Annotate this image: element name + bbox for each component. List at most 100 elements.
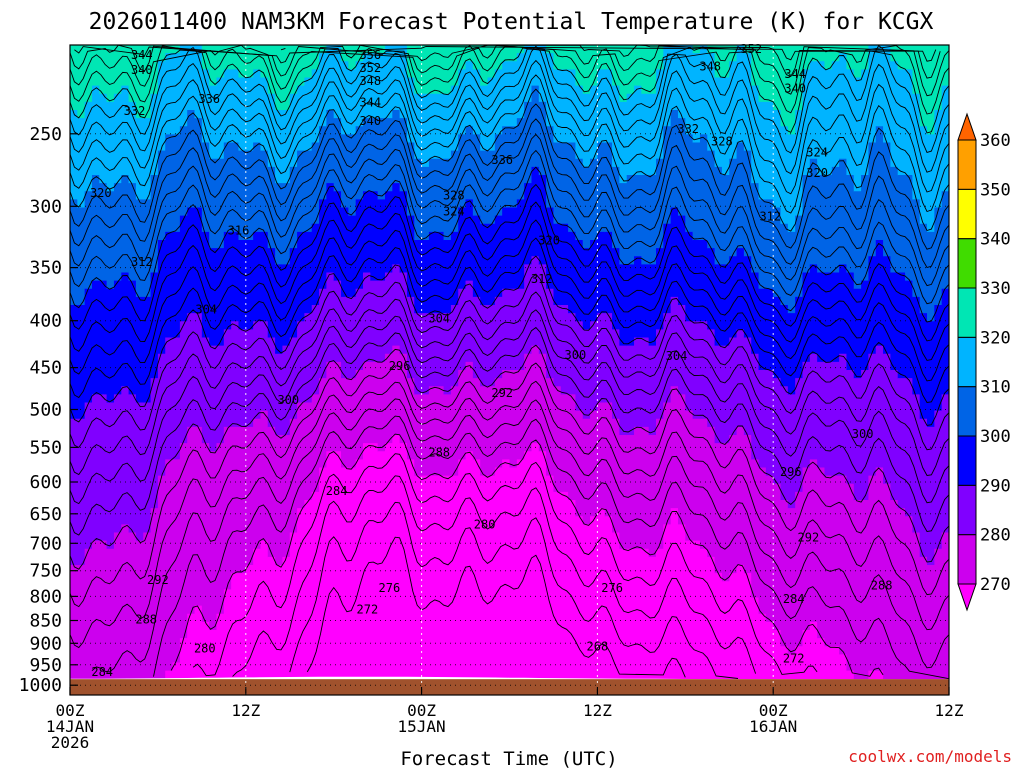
field-cell bbox=[267, 500, 276, 509]
field-cell bbox=[487, 321, 496, 330]
field-cell bbox=[414, 410, 423, 420]
field-cell bbox=[341, 670, 349, 680]
field-cell bbox=[253, 402, 262, 412]
field-cell bbox=[70, 240, 78, 249]
field-cell bbox=[157, 53, 166, 62]
field-cell bbox=[187, 370, 196, 379]
field-cell bbox=[253, 491, 262, 501]
field-cell bbox=[231, 223, 240, 233]
field-cell bbox=[77, 69, 86, 79]
field-cell bbox=[333, 597, 342, 607]
field-cell bbox=[253, 500, 262, 509]
field-cell bbox=[113, 110, 122, 119]
field-cell bbox=[106, 183, 115, 192]
field-cell bbox=[231, 166, 240, 176]
field-cell bbox=[333, 670, 342, 680]
field-cell bbox=[370, 548, 379, 558]
field-cell bbox=[399, 207, 408, 217]
field-cell bbox=[443, 361, 452, 371]
field-cell bbox=[121, 491, 130, 501]
field-cell bbox=[187, 313, 196, 322]
field-cell bbox=[267, 199, 276, 209]
field-cell bbox=[363, 410, 371, 420]
field-cell bbox=[509, 158, 518, 168]
field-cell bbox=[172, 402, 181, 412]
field-cell bbox=[311, 231, 320, 241]
field-cell bbox=[260, 150, 269, 160]
field-cell bbox=[384, 573, 393, 582]
field-cell bbox=[465, 556, 474, 566]
field-cell bbox=[333, 467, 342, 477]
field-cell bbox=[377, 280, 386, 290]
field-cell bbox=[355, 345, 364, 355]
field-cell bbox=[91, 93, 100, 103]
field-cell bbox=[121, 581, 130, 590]
field-cell bbox=[326, 410, 335, 420]
field-cell bbox=[399, 621, 408, 631]
field-cell bbox=[172, 207, 181, 217]
field-cell bbox=[363, 280, 371, 290]
field-cell bbox=[289, 443, 298, 452]
field-cell bbox=[348, 296, 357, 306]
field-cell bbox=[436, 150, 445, 160]
field-cell bbox=[150, 540, 159, 550]
field-cell bbox=[480, 183, 489, 192]
field-cell bbox=[414, 621, 423, 631]
field-cell bbox=[304, 45, 313, 54]
field-cell bbox=[245, 77, 254, 87]
field-cell bbox=[502, 272, 511, 282]
field-cell bbox=[377, 337, 386, 347]
field-cell bbox=[282, 483, 291, 493]
field-cell bbox=[77, 215, 86, 225]
field-cell bbox=[414, 638, 423, 647]
field-cell bbox=[355, 329, 364, 339]
field-cell bbox=[421, 264, 430, 274]
field-cell bbox=[502, 500, 511, 509]
field-cell bbox=[297, 61, 305, 70]
field-cell bbox=[494, 459, 503, 469]
field-cell bbox=[414, 61, 423, 70]
field-cell bbox=[165, 288, 174, 298]
field-cell bbox=[297, 597, 305, 607]
field-cell bbox=[399, 134, 408, 144]
field-cell bbox=[70, 565, 78, 574]
field-cell bbox=[245, 548, 254, 558]
field-cell bbox=[275, 361, 284, 371]
field-cell bbox=[172, 305, 181, 314]
field-cell bbox=[494, 256, 503, 265]
field-cell bbox=[128, 662, 137, 672]
field-cell bbox=[157, 93, 166, 103]
field-cell bbox=[516, 662, 525, 672]
field-cell bbox=[487, 581, 496, 590]
field-cell bbox=[106, 305, 115, 314]
field-cell bbox=[165, 524, 174, 534]
field-cell bbox=[450, 175, 459, 184]
field-cell bbox=[260, 53, 269, 62]
field-cell bbox=[157, 134, 166, 144]
field-cell bbox=[157, 418, 166, 428]
field-cell bbox=[135, 435, 144, 444]
field-cell bbox=[289, 110, 298, 119]
field-cell bbox=[216, 61, 225, 70]
field-cell bbox=[502, 654, 511, 664]
field-cell bbox=[363, 532, 371, 542]
field-cell bbox=[524, 53, 533, 62]
field-cell bbox=[421, 386, 430, 395]
field-cell bbox=[223, 386, 232, 395]
field-cell bbox=[348, 386, 357, 395]
field-cell bbox=[267, 191, 276, 200]
field-cell bbox=[326, 321, 335, 330]
field-cell bbox=[392, 134, 401, 144]
field-cell bbox=[494, 613, 503, 623]
field-cell bbox=[348, 670, 357, 680]
field-cell bbox=[370, 93, 379, 103]
field-cell bbox=[458, 597, 467, 607]
field-cell bbox=[370, 240, 379, 249]
field-cell bbox=[253, 345, 262, 355]
field-cell bbox=[341, 508, 349, 517]
field-cell bbox=[91, 597, 100, 607]
field-cell bbox=[106, 142, 115, 152]
field-cell bbox=[414, 532, 423, 542]
field-cell bbox=[421, 459, 430, 469]
field-cell bbox=[267, 175, 276, 184]
